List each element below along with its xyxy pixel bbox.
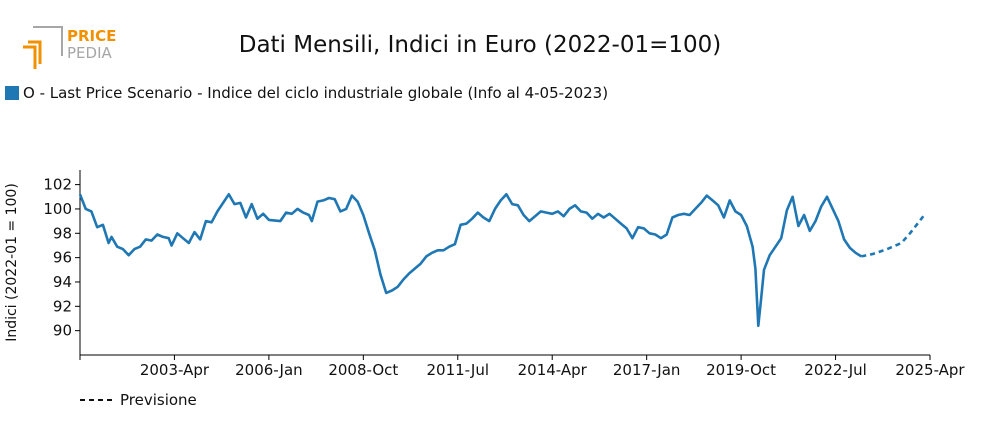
x-tick-label: 2011-Jul <box>427 361 490 379</box>
chart-title: Dati Mensili, Indici in Euro (2022-01=10… <box>238 32 722 58</box>
y-tick-label: 94 <box>53 273 72 291</box>
chart-axes: 90 92 94 96 98 100 102 2003-Apr 2006-Jan 2008-Oct… <box>4 170 965 379</box>
x-tick-label: 2014-Apr <box>518 361 588 379</box>
x-tick-label: 2022-Jul <box>804 361 867 379</box>
series-layer <box>78 193 926 328</box>
x-tick-label: 2006-Jan <box>235 361 303 379</box>
series-line-actual <box>78 193 862 328</box>
y-tick-label: 100 <box>43 200 72 218</box>
x-tick-label: 2017-Jan <box>613 361 681 379</box>
logo-text-price: PRICE <box>67 27 116 45</box>
series-line-forecast <box>861 214 926 258</box>
y-tick-label: 98 <box>53 224 72 242</box>
forecast-legend: Previsione <box>80 391 197 409</box>
x-tick-label: 2008-Oct <box>328 361 398 379</box>
legend-swatch-forecast <box>80 399 116 401</box>
x-tick-label: 2025-Apr <box>895 361 965 379</box>
logo-mark <box>23 26 63 69</box>
pricepedia-logo: PRICE PEDIA <box>23 26 116 69</box>
legend-label-forecast: Previsione <box>120 391 197 409</box>
y-axis-label: Indici (2022-01 = 100) <box>4 183 20 342</box>
legend-swatch-series <box>5 86 19 100</box>
y-tick-label: 96 <box>53 249 72 267</box>
x-tick-label: 2003-Apr <box>140 361 210 379</box>
y-tick-label: 90 <box>53 322 72 340</box>
logo-text-pedia: PEDIA <box>67 44 112 62</box>
legend: O - Last Price Scenario - Indice del cic… <box>5 84 608 102</box>
legend-label-series: O - Last Price Scenario - Indice del cic… <box>23 84 609 102</box>
y-tick-label: 102 <box>43 176 72 194</box>
y-tick-label: 92 <box>53 297 72 315</box>
x-tick-label: 2019-Oct <box>706 361 776 379</box>
